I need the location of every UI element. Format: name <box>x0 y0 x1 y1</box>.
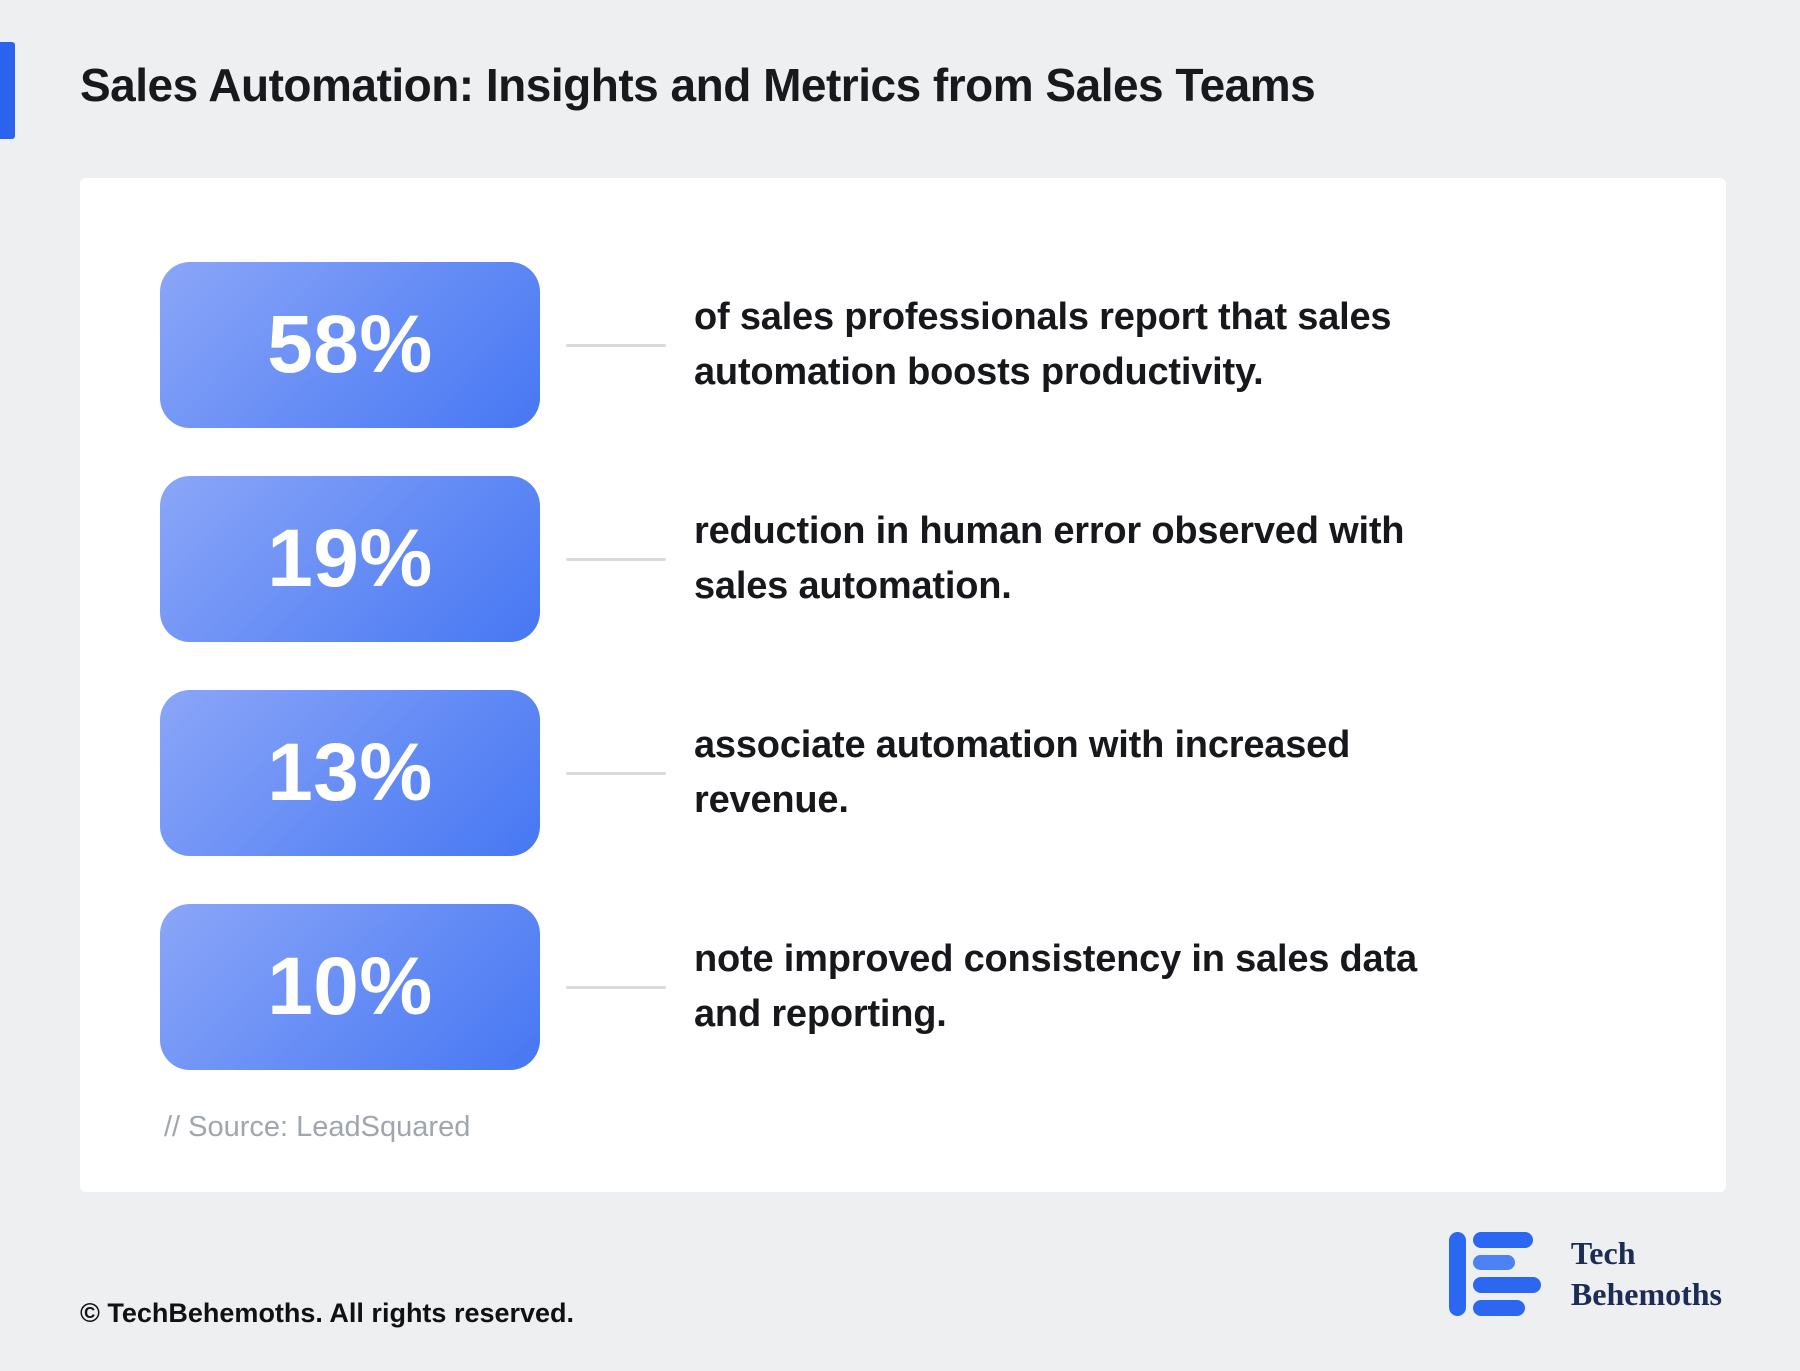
title-accent-bar <box>0 42 15 139</box>
stat-row-human-error: 19% reduction in human error observed wi… <box>160 476 1564 642</box>
connector-line <box>566 771 666 775</box>
brand-logo: Tech Behemoths <box>1448 1232 1722 1316</box>
techbehemoths-logo-icon <box>1448 1232 1541 1316</box>
brand-name: Tech Behemoths <box>1570 1235 1722 1312</box>
connector-line <box>566 557 666 561</box>
page-title: Sales Automation: Insights and Metrics f… <box>80 59 1316 111</box>
copyright-text: © TechBehemoths. All rights reserved. <box>80 1298 575 1328</box>
stat-value: 58% <box>267 299 433 390</box>
source-note: // Source: LeadSquared <box>164 1111 471 1143</box>
connector-line <box>566 985 666 989</box>
stat-description: of sales professionals report that sales… <box>694 295 1392 393</box>
stat-badge: 10% <box>160 904 540 1070</box>
connector-line <box>566 343 666 347</box>
stats-list: 58% of sales professionals report that s… <box>160 262 1564 1070</box>
stat-value: 10% <box>267 941 433 1032</box>
stat-badge: 58% <box>160 262 540 428</box>
stat-value: 19% <box>267 513 433 604</box>
stat-description: associate automation with increased reve… <box>694 723 1351 821</box>
stat-description: reduction in human error observed with s… <box>694 509 1405 607</box>
stat-badge: 13% <box>160 690 540 856</box>
stat-row-revenue: 13% associate automation with increased … <box>160 690 1564 856</box>
stat-badge: 19% <box>160 476 540 642</box>
stat-row-consistency: 10% note improved consistency in sales d… <box>160 904 1564 1070</box>
stat-row-productivity: 58% of sales professionals report that s… <box>160 262 1564 428</box>
stats-card: 58% of sales professionals report that s… <box>80 178 1726 1192</box>
stat-description: note improved consistency in sales data … <box>694 937 1417 1035</box>
stat-value: 13% <box>267 727 433 818</box>
